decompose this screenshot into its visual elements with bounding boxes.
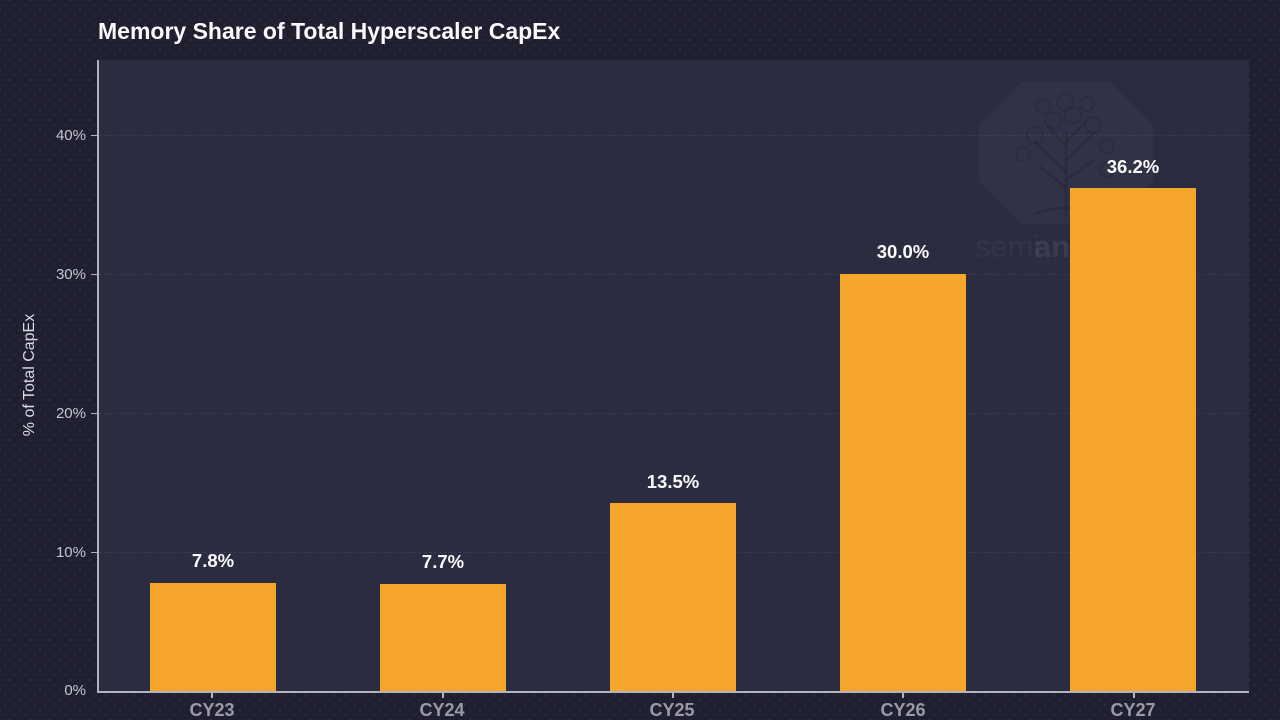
svg-text:semi: semi <box>977 229 1040 264</box>
